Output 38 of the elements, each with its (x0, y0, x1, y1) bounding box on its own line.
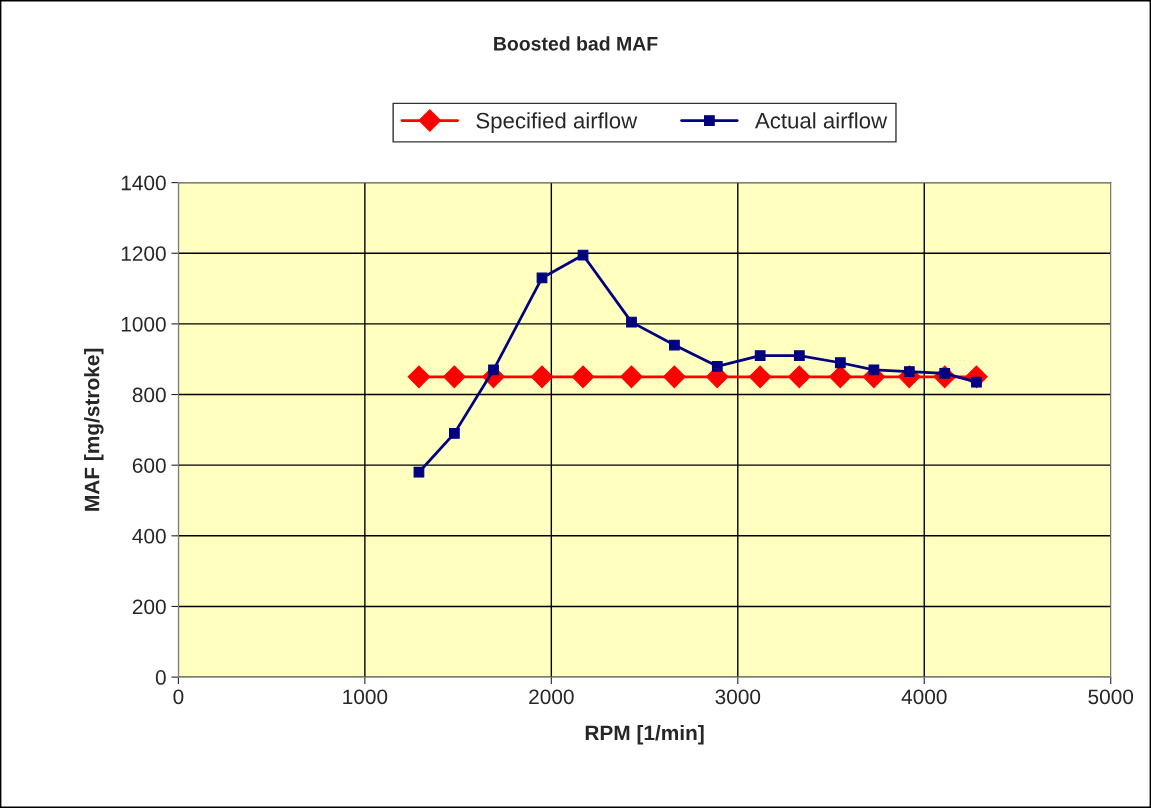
y-tick-label: 800 (132, 387, 166, 403)
y-tick-label: 1000 (121, 316, 166, 332)
x-tick-label: 1000 (343, 689, 388, 705)
y-tick-label: 0 (155, 670, 166, 685)
legend-label: Actual airflow (754, 112, 888, 129)
point (754, 350, 766, 362)
point (530, 365, 554, 389)
point (488, 364, 499, 376)
point (571, 365, 595, 389)
point (788, 365, 811, 389)
point (669, 339, 680, 351)
point (834, 357, 846, 369)
x-tick-label: 4000 (901, 689, 947, 705)
point (620, 365, 643, 389)
point (793, 350, 805, 362)
point (407, 365, 431, 389)
x-tick-label: 5000 (1088, 689, 1134, 705)
point (711, 360, 723, 372)
y-tick-label: 1200 (121, 246, 166, 261)
chart-title: Boosted bad MAF (494, 36, 658, 51)
y-tick-label: 200 (132, 599, 166, 615)
y-tick-label: 400 (132, 528, 166, 544)
x-axis-title: RPM [1/min] (585, 725, 704, 745)
point (663, 365, 686, 389)
x-tick-label: 2000 (529, 689, 574, 705)
point (748, 365, 772, 389)
x-tick-label: 3000 (715, 689, 761, 705)
point (626, 316, 637, 328)
y-tick-label: 1400 (121, 175, 166, 191)
y-tick-label: 600 (132, 458, 166, 473)
point (448, 428, 460, 439)
point (443, 365, 466, 389)
point (413, 466, 425, 478)
point (829, 365, 852, 389)
legend-label: Specified airflow (476, 112, 638, 133)
x-tick-label: 0 (173, 689, 184, 705)
y-axis-title: MAF [mg/stroke] (84, 348, 104, 511)
point (868, 364, 880, 376)
